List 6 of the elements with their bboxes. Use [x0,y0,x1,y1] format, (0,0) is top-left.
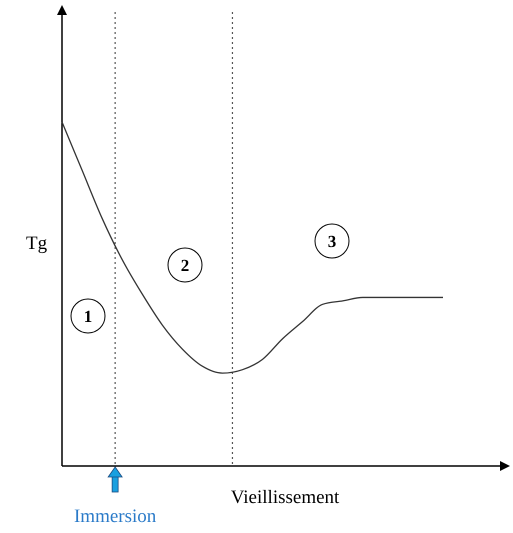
text: Immersion [74,506,157,527]
annotation: 2 [180,256,190,275]
annotation: 3 [328,232,336,251]
annotation: 1 [84,307,92,326]
y-axis-title: Tg [26,233,48,254]
x-axis-title: Vieillissement [230,487,340,508]
